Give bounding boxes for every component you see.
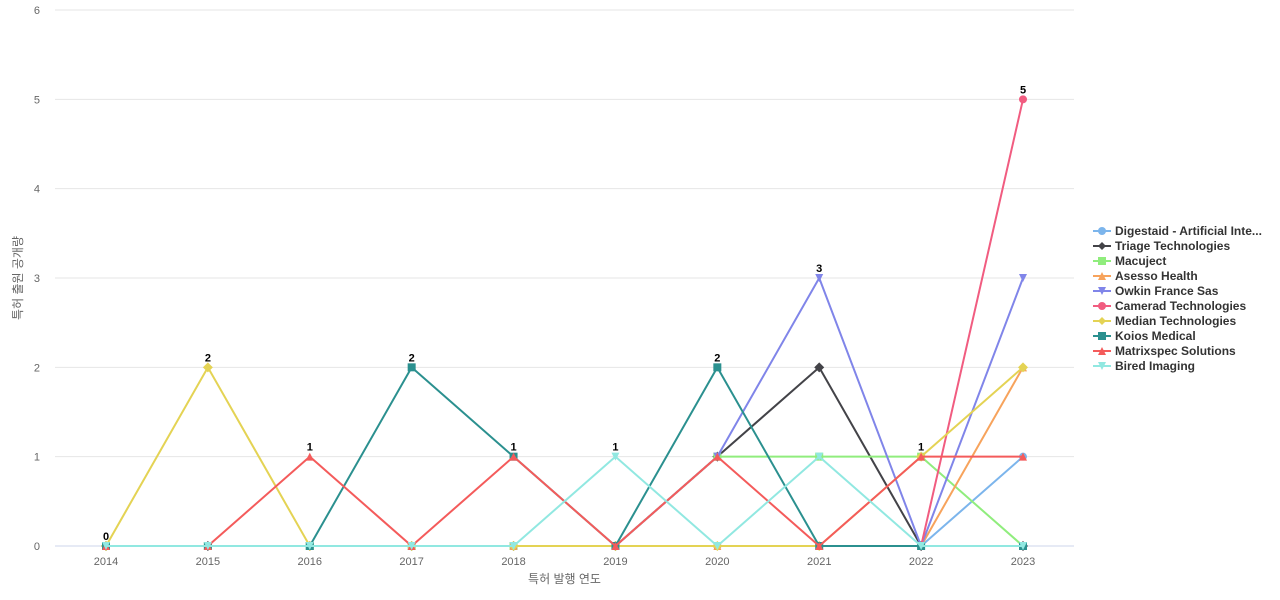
y-axis-title: 특허 출원 공개량 [11,236,25,320]
legend-swatch [1093,346,1111,355]
data-label: 2 [714,352,720,364]
series-line-4 [106,277,1024,547]
series-4-point [1019,274,1027,282]
x-tick-label: 2019 [603,556,627,568]
legend-label: Owkin France Sas [1115,283,1219,298]
legend-label: Triage Technologies [1115,238,1231,253]
legend-swatch [1093,241,1111,250]
legend-item[interactable]: Asesso Health [1093,268,1278,283]
x-tick-label: 2015 [196,556,220,568]
series-line-5 [106,99,1024,547]
legend-item[interactable]: Bired Imaging [1093,358,1278,373]
series-9-point [407,542,416,550]
x-tick-label: 2018 [501,556,525,568]
legend-item[interactable]: Triage Technologies [1093,238,1278,253]
legend-swatch [1093,271,1111,280]
series-9-point [713,542,722,550]
series-9-point [203,542,212,550]
legend-item[interactable]: Camerad Technologies [1093,298,1278,313]
x-tick-label: 2022 [909,556,933,568]
legend-swatch [1093,331,1111,340]
data-label: 5 [1020,84,1026,96]
legend-item[interactable]: Owkin France Sas [1093,283,1278,298]
series-9-point [305,542,314,550]
legend-item[interactable]: Macuject [1093,253,1278,268]
legend-label: Bired Imaging [1115,358,1196,373]
legend-label: Digestaid - Artificial Inte... [1115,223,1262,238]
legend-item[interactable]: Median Technologies [1093,313,1278,328]
series-8-point [713,452,722,461]
legend-label: Macuject [1115,253,1167,268]
series-9-point [815,452,824,461]
chart-legend: Digestaid - Artificial Inte... Triage Tec… [1093,223,1278,373]
legend-swatch [1093,286,1111,295]
series-8-point [509,452,518,461]
legend-label: Camerad Technologies [1115,298,1247,313]
series-8-point [917,452,926,461]
series-8-point [611,542,620,550]
data-label: 2 [205,352,211,364]
y-tick-label: 6 [34,5,40,17]
series-8-point [305,452,314,461]
series-8-point [1019,452,1027,461]
series-9-point [509,542,518,550]
series-line-9 [106,455,1023,547]
y-tick-label: 1 [34,452,40,464]
x-tick-label: 2014 [94,556,118,568]
x-axis-title: 특허 발행 연도 [528,571,601,586]
legend-swatch [1093,226,1111,235]
data-label: 2 [409,352,415,364]
series-7-point [407,363,416,372]
x-tick-label: 2021 [807,556,831,568]
legend-swatch [1093,256,1111,265]
legend-label: Asesso Health [1115,268,1198,283]
data-label: 0 [103,531,109,543]
data-label: 1 [510,442,516,454]
y-tick-label: 0 [34,541,40,553]
data-label: 1 [918,442,924,454]
legend-swatch [1093,361,1111,370]
series-9-point [1019,542,1027,550]
y-tick-label: 5 [34,94,40,106]
series-7-point [713,363,722,372]
series-1-point [814,362,825,373]
series-5-point [1019,95,1027,104]
legend-swatch [1093,301,1111,310]
legend-item[interactable]: Matrixspec Solutions [1093,343,1278,358]
data-label: 1 [307,442,313,454]
data-label: 1 [612,442,618,454]
x-tick-label: 2023 [1011,556,1035,568]
x-tick-label: 2016 [298,556,322,568]
x-tick-label: 2020 [705,556,729,568]
y-tick-label: 2 [34,362,40,374]
series-4-point [815,274,824,282]
x-tick-label: 2017 [399,556,423,568]
data-label: 3 [816,263,822,275]
series-6-point [202,362,213,373]
y-tick-label: 3 [34,273,40,285]
series-9-point [611,452,620,461]
series-6-point [1018,362,1028,373]
series-9-point [917,542,926,550]
legend-item[interactable]: Koios Medical [1093,328,1278,343]
legend-swatch [1093,316,1111,325]
legend-label: Koios Medical [1115,328,1196,343]
legend-label: Matrixspec Solutions [1115,343,1236,358]
series-8-point [815,542,824,550]
y-tick-label: 4 [34,184,40,196]
legend-item[interactable]: Digestaid - Artificial Inte... [1093,223,1278,238]
series-9-point [102,542,110,550]
legend-label: Median Technologies [1115,313,1237,328]
